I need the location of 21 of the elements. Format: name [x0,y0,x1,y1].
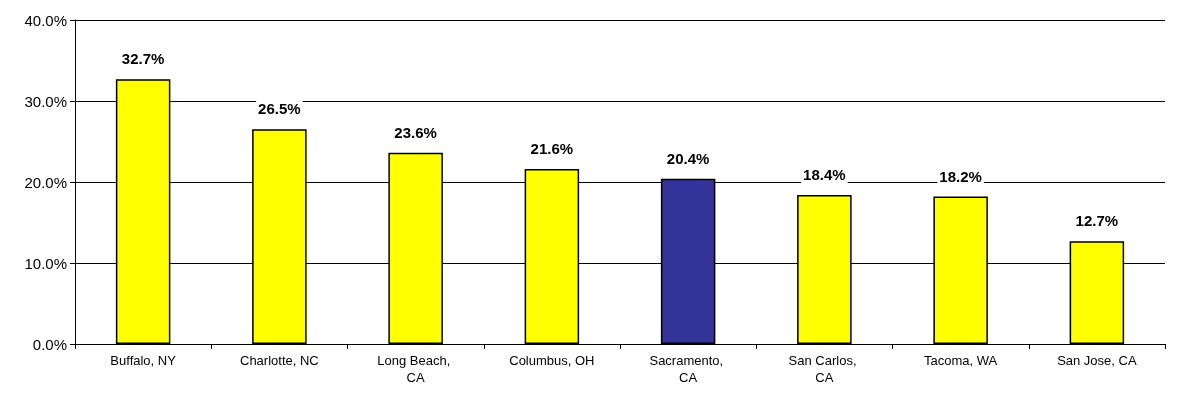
y-tick-label: 40.0% [24,11,67,29]
x-tick-label: San Jose, CA [1057,353,1137,368]
x-tick-label: Long Beach, CA [377,353,454,385]
data-label: 18.4% [803,165,846,183]
y-tick-label: 30.0% [24,92,67,110]
x-tick-label: Charlotte, NC [240,353,319,368]
data-label: 18.2% [939,167,982,185]
y-tick-label: 10.0% [24,254,67,272]
data-label: 32.7% [121,50,165,68]
x-tick-label: Buffalo, NY [110,353,177,368]
x-tick-label: San Carlos, CA [788,353,861,385]
x-tick-label: Tacoma, WA [924,353,998,368]
y-tick-label: 20.0% [24,173,67,191]
data-label: 26.5% [258,100,301,118]
data-label: 21.6% [530,140,574,158]
data-label: 20.4% [666,149,710,167]
x-tick-label: Columbus, OH [509,353,595,368]
y-tick-label: 0.0% [32,335,67,353]
data-label: 12.7% [1075,212,1119,230]
x-tick-label: Sacramento, CA [649,353,727,385]
data-label: 23.6% [394,123,437,141]
